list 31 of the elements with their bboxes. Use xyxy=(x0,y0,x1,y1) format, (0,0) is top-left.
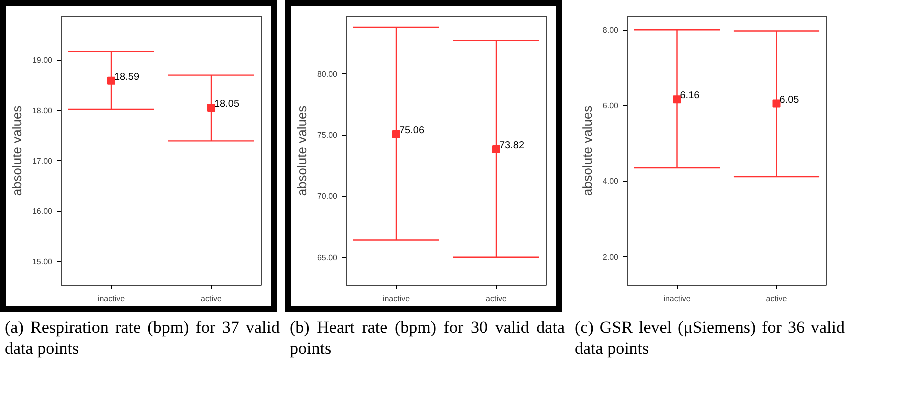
y-tick-label: 18.00 xyxy=(32,106,54,116)
data-label: 75.06 xyxy=(400,125,425,136)
text: (b) Heart rate (bpm) for 30 valid data points xyxy=(290,317,565,360)
text: (a) Respiration rate (bpm) for 37 valid data points xyxy=(5,317,280,360)
y-tick-label: 17.00 xyxy=(32,156,54,166)
y-tick-label: 80.00 xyxy=(317,70,338,79)
y-tick-label: 15.00 xyxy=(32,257,54,266)
x-tick-label: active xyxy=(201,294,222,304)
x-tick-label: active xyxy=(486,294,508,304)
y-tick-label: 65.00 xyxy=(317,253,338,262)
y-axis-title: absolute values xyxy=(294,105,310,196)
data-label: 18.05 xyxy=(214,99,240,110)
y-tick-label: 8.00 xyxy=(602,26,620,36)
y-axis-title: absolute values xyxy=(9,105,24,196)
y-tick-label: 6.00 xyxy=(602,102,620,111)
y-tick-label: 4.00 xyxy=(602,177,620,186)
data-label: 73.82 xyxy=(500,140,525,152)
y-tick-label: 19.00 xyxy=(32,56,54,66)
y-tick-label: 16.00 xyxy=(32,207,54,216)
y-tick-label: 2.00 xyxy=(602,252,620,262)
text: (c) GSR level (μSiemens) for 36 valid data points xyxy=(575,317,845,360)
data-label: 18.59 xyxy=(114,72,140,83)
data-label: 6.16 xyxy=(680,90,700,102)
y-axis-title: absolute values xyxy=(580,105,595,196)
y-tick-label: 70.00 xyxy=(317,192,338,202)
x-tick-label: active xyxy=(766,294,788,304)
y-tick-label: 75.00 xyxy=(317,131,338,140)
x-tick-label: inactive xyxy=(664,294,692,304)
x-tick-label: inactive xyxy=(98,294,126,304)
data-label: 6.05 xyxy=(780,94,800,106)
x-tick-label: inactive xyxy=(382,294,411,304)
